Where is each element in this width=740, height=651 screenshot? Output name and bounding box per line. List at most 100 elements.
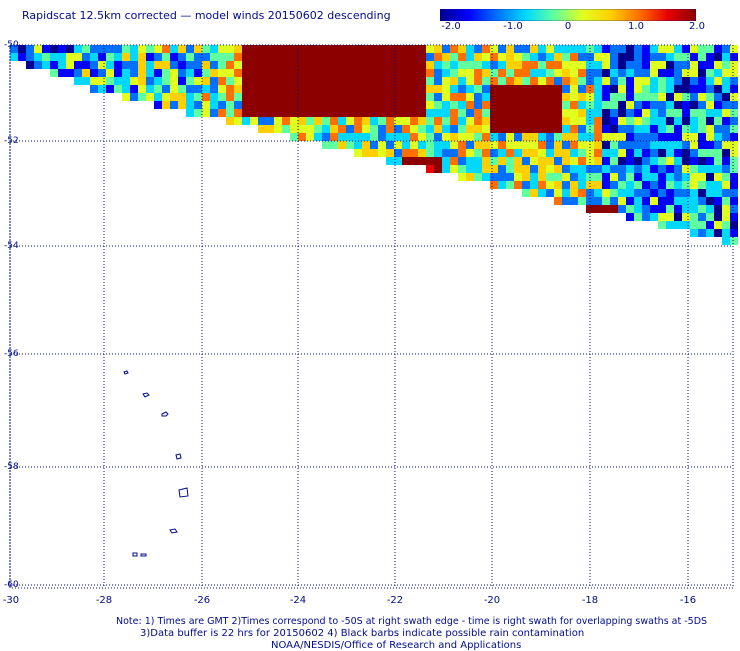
wind-cell xyxy=(170,85,178,93)
wind-cell xyxy=(458,117,466,125)
wind-cell xyxy=(658,77,666,85)
wind-cell xyxy=(642,181,650,189)
wind-cell xyxy=(642,205,650,213)
wind-cell xyxy=(642,101,650,109)
wind-cell xyxy=(258,53,266,61)
wind-cell xyxy=(18,45,26,53)
wind-cell xyxy=(546,101,554,109)
wind-cell xyxy=(642,77,650,85)
wind-cell xyxy=(682,197,690,205)
wind-cell xyxy=(618,53,626,61)
wind-cell xyxy=(586,85,594,93)
wind-cell xyxy=(298,69,306,77)
wind-cell xyxy=(610,197,618,205)
wind-cell xyxy=(658,181,666,189)
wind-cell xyxy=(554,125,562,133)
wind-cell xyxy=(690,109,698,117)
wind-cell xyxy=(330,101,338,109)
wind-cell xyxy=(578,133,586,141)
wind-cell xyxy=(322,77,330,85)
wind-cell xyxy=(418,109,426,117)
wind-cell xyxy=(330,69,338,77)
wind-cell xyxy=(290,61,298,69)
wind-cell xyxy=(202,69,210,77)
wind-cell xyxy=(690,125,698,133)
wind-cell xyxy=(602,133,610,141)
wind-cell xyxy=(194,109,202,117)
wind-cell xyxy=(266,125,274,133)
wind-cell xyxy=(682,189,690,197)
wind-cell xyxy=(714,149,722,157)
wind-cell xyxy=(378,77,386,85)
wind-cell xyxy=(410,109,418,117)
wind-cell xyxy=(706,221,714,229)
wind-cell xyxy=(730,237,738,245)
wind-cell xyxy=(162,93,170,101)
wind-cell xyxy=(202,45,210,53)
wind-cell xyxy=(466,133,474,141)
wind-cell xyxy=(314,101,322,109)
wind-cell xyxy=(546,61,554,69)
wind-cell xyxy=(626,77,634,85)
wind-cell xyxy=(282,101,290,109)
wind-cell xyxy=(234,93,242,101)
wind-cell xyxy=(322,85,330,93)
wind-cell xyxy=(394,101,402,109)
wind-cell xyxy=(314,93,322,101)
wind-cell xyxy=(450,157,458,165)
wind-cell xyxy=(434,149,442,157)
wind-cell xyxy=(682,61,690,69)
wind-cell xyxy=(706,117,714,125)
wind-cell xyxy=(594,53,602,61)
wind-cell xyxy=(274,109,282,117)
wind-cell xyxy=(658,197,666,205)
wind-cell xyxy=(122,77,130,85)
wind-cell xyxy=(706,229,714,237)
wind-cell xyxy=(642,213,650,221)
wind-cell xyxy=(162,53,170,61)
wind-cell xyxy=(474,85,482,93)
wind-cell xyxy=(530,77,538,85)
wind-cell xyxy=(626,181,634,189)
wind-cell xyxy=(530,157,538,165)
wind-cell xyxy=(618,133,626,141)
wind-cell xyxy=(426,93,434,101)
wind-cell xyxy=(210,53,218,61)
wind-cell xyxy=(706,165,714,173)
wind-cell xyxy=(698,149,706,157)
wind-cell xyxy=(690,117,698,125)
wind-cell xyxy=(698,205,706,213)
wind-cell xyxy=(458,165,466,173)
wind-cell xyxy=(562,77,570,85)
wind-cell xyxy=(538,53,546,61)
wind-cell xyxy=(466,109,474,117)
wind-cell xyxy=(674,125,682,133)
wind-cell xyxy=(682,109,690,117)
colorbar-label: 2.0 xyxy=(689,21,705,32)
wind-cell xyxy=(618,45,626,53)
wind-cell xyxy=(594,109,602,117)
wind-cell xyxy=(522,85,530,93)
wind-cell xyxy=(610,53,618,61)
wind-cell xyxy=(386,101,394,109)
wind-cell xyxy=(730,101,738,109)
wind-cell xyxy=(442,77,450,85)
wind-cell xyxy=(346,69,354,77)
wind-cell xyxy=(570,53,578,61)
wind-cell xyxy=(682,93,690,101)
wind-cell xyxy=(618,125,626,133)
wind-cell xyxy=(90,69,98,77)
wind-cell xyxy=(634,133,642,141)
wind-cell xyxy=(146,45,154,53)
wind-cell xyxy=(626,61,634,69)
wind-cell xyxy=(658,173,666,181)
wind-cell xyxy=(666,149,674,157)
wind-cell xyxy=(674,101,682,109)
wind-cell xyxy=(18,53,26,61)
wind-cell xyxy=(26,53,34,61)
wind-cell xyxy=(530,189,538,197)
wind-cell xyxy=(706,197,714,205)
wind-cell xyxy=(506,173,514,181)
wind-cell xyxy=(514,141,522,149)
wind-cell xyxy=(618,141,626,149)
